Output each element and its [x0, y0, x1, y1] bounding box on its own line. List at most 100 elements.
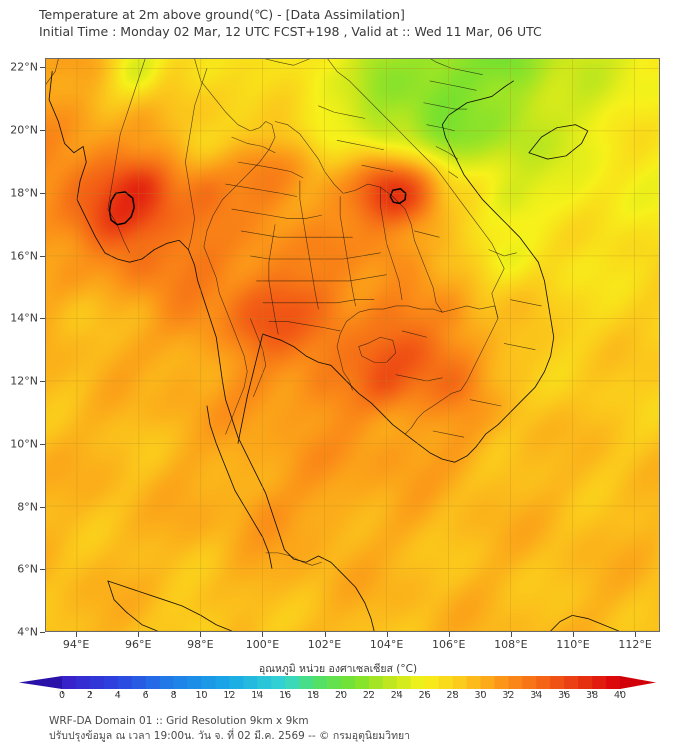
x-axis-label: 102°E — [307, 638, 342, 651]
x-axis-tick — [386, 632, 388, 637]
y-axis-label: 16°N — [10, 249, 38, 263]
colorbar-segment — [382, 676, 398, 689]
colorbar-tick — [620, 691, 621, 694]
colorbar-tick-label: 22 — [362, 690, 375, 701]
colorbar-tick-label: 4 — [114, 690, 121, 701]
colorbar-segment — [396, 676, 412, 689]
x-axis-label: 112°E — [618, 638, 652, 651]
colorbar-segment — [424, 676, 439, 689]
colorbar-segment — [215, 676, 230, 689]
colorbar-segment — [410, 676, 426, 689]
colorbar-tick-label: 10 — [195, 690, 208, 701]
colorbar-tick — [564, 691, 566, 694]
footer-credit: ปรับปรุงข้อมูล ณ เวลา 19:00น. วัน จ. ที่… — [49, 730, 411, 742]
colorbar-segment — [313, 676, 328, 689]
x-axis-tick — [573, 632, 575, 637]
colorbar-segment — [131, 676, 147, 689]
colorbar-tick — [62, 691, 63, 694]
colorbar-tick — [89, 691, 91, 694]
colorbar-segment — [327, 676, 342, 689]
y-axis-tick — [40, 381, 45, 383]
graticule-layer — [46, 59, 659, 631]
colorbar-segment — [243, 676, 258, 689]
colorbar-segment — [75, 676, 91, 689]
colorbar-segment — [173, 676, 188, 689]
colorbar-tick-label: 12 — [223, 690, 236, 701]
footer-block: WRF-DA Domain 01 :: Grid Resolution 9km … — [49, 714, 649, 744]
colorbar-tick-label: 38 — [586, 690, 599, 701]
colorbar-segment — [145, 676, 160, 689]
colorbar-segment — [341, 676, 356, 689]
y-axis-label: 20°N — [10, 123, 38, 137]
colorbar-segment — [564, 676, 579, 689]
colorbar-tick — [592, 691, 594, 694]
chart-subtitle: Initial Time : Monday 02 Mar, 12 UTC FCS… — [39, 24, 542, 39]
coastline-borders-layer — [46, 59, 620, 631]
colorbar-tick-label: 20 — [334, 690, 348, 701]
chart-title: Temperature at 2m above ground(℃) - [Dat… — [39, 7, 405, 22]
temperature-field — [46, 59, 659, 631]
colorbar-tick-label: 26 — [418, 690, 431, 701]
colorbar-segment — [285, 676, 300, 689]
y-axis-label: 4°N — [17, 625, 38, 639]
map-plot-area[interactable] — [45, 58, 660, 632]
colorbar-tick — [424, 691, 426, 694]
y-axis-label: 14°N — [10, 311, 38, 325]
colorbar-segment — [159, 676, 174, 689]
colorbar-tick-label: 6 — [142, 690, 149, 701]
colorbar-tick-label: 0 — [58, 690, 66, 701]
y-axis-label: 10°N — [10, 437, 38, 451]
y-axis-label: 8°N — [17, 500, 38, 514]
x-axis-tick — [635, 632, 637, 637]
colorbar-tick-label: 2 — [86, 690, 93, 701]
colorbar-tick-label: 28 — [446, 690, 459, 701]
colorbar-tick — [480, 691, 482, 694]
colorbar-segment — [187, 676, 202, 689]
colorbar-tick — [452, 691, 454, 694]
colorbar-tick — [173, 691, 175, 694]
colorbar-tick-label: 18 — [307, 690, 320, 701]
x-axis-label: 96°E — [124, 638, 152, 651]
y-axis-tick — [40, 130, 45, 132]
x-axis-label: 94°E — [62, 638, 90, 651]
colorbar-segment — [536, 676, 551, 689]
x-axis-tick — [324, 632, 326, 637]
y-axis-label: 6°N — [17, 562, 38, 576]
colorbar-under-arrow — [18, 676, 62, 689]
colorbar-tick — [257, 691, 259, 694]
x-axis-label: 98°E — [187, 638, 214, 651]
colorbar-title: อุณหภูมิ หน่วย องศาเซลเซียส (°C) — [258, 663, 418, 675]
y-axis-label: 22°N — [10, 60, 38, 74]
colorbar-segment — [368, 676, 384, 689]
colorbar-tick-label: 16 — [279, 690, 292, 701]
colorbar-segment — [257, 676, 272, 689]
x-axis-label: 106°E — [432, 638, 466, 651]
colorbar-tick-label: 34 — [530, 690, 543, 701]
colorbar-segment — [480, 676, 495, 689]
colorbar-tick-label: 24 — [390, 690, 403, 701]
x-axis-label: 110°E — [556, 638, 590, 651]
x-axis-tick — [262, 632, 264, 637]
y-axis-tick — [40, 569, 45, 571]
y-axis-tick — [40, 318, 45, 320]
y-axis-tick — [40, 67, 45, 69]
colorbar-segment — [201, 676, 216, 689]
colorbar-tick — [341, 691, 342, 694]
colorbar-segment — [299, 676, 314, 689]
x-axis-tick — [510, 632, 512, 637]
colorbar-over-arrow — [620, 676, 656, 689]
colorbar-tick — [145, 691, 147, 694]
colorbar-tick-label: 30 — [474, 690, 487, 701]
y-axis-tick — [40, 443, 45, 445]
colorbar-segment — [117, 676, 133, 689]
colorbar-segment — [103, 676, 119, 689]
colorbar-tick — [117, 691, 119, 694]
x-axis-label: 104°E — [369, 638, 404, 651]
colorbar-segment — [438, 676, 453, 689]
colorbar-tick-label: 40 — [613, 690, 627, 701]
colorbar-tick-label: 32 — [502, 690, 515, 701]
y-axis-label: 12°N — [10, 374, 38, 388]
colorbar-segment — [606, 676, 621, 689]
colorbar-segment — [592, 676, 607, 689]
